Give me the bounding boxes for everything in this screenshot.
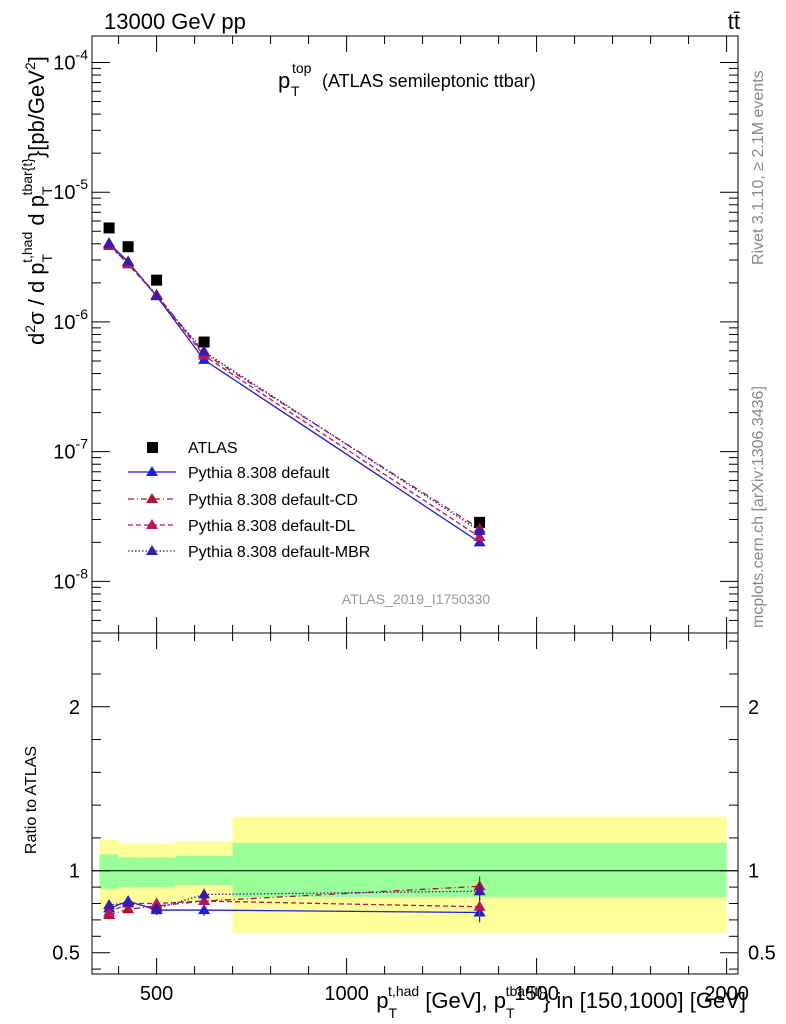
- legend-entry-atlas: ATLAS: [147, 440, 238, 457]
- main-plot-ticks: [92, 36, 738, 634]
- legend-entry-default: Pythia 8.308 default: [128, 465, 330, 482]
- svg-text:pTt,had [GeV], pTtbar{t}} in [: pTt,had [GeV], pTtbar{t}} in [150,1000] …: [376, 983, 746, 1021]
- y-tick-label: 10-7: [53, 436, 88, 464]
- svg-text:d2σ / d pTt,had d pTtbar{t}}: d2σ / d pTt,had d pTtbar{t}}[pb/GeV2]: [19, 56, 55, 345]
- energy-label: 13000 GeV pp: [104, 9, 246, 34]
- ratio-ytick-label: 0.5: [52, 943, 80, 965]
- ratio-ylabel: Ratio to ATLAS: [23, 746, 40, 854]
- main-plot-panel: 10-8 10-7 10-6 10-5 10-4 p T top (ATLAS semi…: [19, 35, 739, 634]
- plot-title: (ATLAS semileptonic ttbar): [322, 71, 536, 91]
- main-plot-series: [103, 222, 486, 547]
- ratio-data-point: [122, 896, 135, 907]
- ratio-data-point: [473, 900, 486, 911]
- data-point-mc: [473, 536, 486, 547]
- rivet-version-label: Rivet 3.1.10, ≥ 2.1M events: [750, 70, 767, 265]
- ratio-data-point: [103, 906, 116, 917]
- ratio-series: [103, 876, 486, 923]
- series-line: [108, 245, 480, 530]
- legend-marker-triangle: [146, 493, 158, 503]
- x-tick-label: 2000: [704, 983, 749, 1005]
- legend-marker-triangle: [146, 519, 158, 529]
- x-tick-labels: 500 1000 1500 2000: [140, 983, 749, 1005]
- ratio-ytick-label: 1: [69, 861, 80, 883]
- ratio-data-point: [198, 888, 211, 899]
- data-point-mc: [103, 237, 116, 248]
- plot-title-sup: top: [292, 60, 312, 76]
- y-tick-label: 10-8: [53, 565, 88, 593]
- y-tick-label: 10-5: [53, 176, 88, 204]
- mcplots-label: mcplots.cern.ch [arXiv:1306.3436]: [750, 386, 767, 628]
- plot-title-sub: T: [291, 83, 300, 99]
- uncertainty-band-green: [99, 854, 119, 889]
- data-point-atlas: [151, 274, 163, 286]
- ratio-data-point: [103, 899, 116, 910]
- uncertainty-band-green: [118, 857, 138, 888]
- ratio-plot-frame: [91, 632, 739, 975]
- series-line: [108, 244, 480, 538]
- main-plot-ylabel: d2σ / d pTt,had d pTtbar{t}}[pb/GeV2]: [19, 56, 55, 345]
- analysis-watermark: ATLAS_2019_I1750330: [342, 591, 491, 607]
- main-plot-ytick-labels: 10-8 10-7 10-6 10-5 10-4: [53, 46, 88, 593]
- data-point-mc: [122, 255, 135, 266]
- ratio-plot-ytick-labels: 0.5 0.5 1 1 2 2: [52, 697, 776, 965]
- legend: ATLAS Pythia 8.308 default Pythia 8.308 …: [128, 440, 370, 561]
- ratio-data-point: [150, 902, 163, 913]
- legend-label-atlas: ATLAS: [188, 440, 238, 457]
- ratio-plot-ticks: [92, 633, 738, 974]
- legend-entry-cd: Pythia 8.308 default-CD: [128, 492, 358, 509]
- legend-label-dl: Pythia 8.308 default-DL: [188, 518, 355, 535]
- y-tick-label: 10-6: [53, 306, 88, 334]
- ratio-plot-panel: 0.5 0.5 1 1 2 2 500 1000 1500 2000 Ratio to ATLA…: [23, 632, 776, 1021]
- data-point-atlas: [103, 222, 115, 234]
- legend-entry-mbr: Pythia 8.308 default-MBR: [128, 544, 370, 561]
- x-tick-label: 1000: [324, 983, 369, 1005]
- ratio-data-point: [473, 885, 486, 896]
- legend-entry-dl: Pythia 8.308 default-DL: [128, 518, 355, 535]
- x-axis-label: pTt,had [GeV], pTtbar{t}} in [150,1000] …: [376, 983, 746, 1021]
- data-point-mc: [473, 530, 486, 541]
- process-label: tt̄: [728, 9, 740, 34]
- ratio-ytick-label: 2: [69, 697, 80, 719]
- legend-marker-triangle: [146, 545, 158, 555]
- ratio-uncertainty-bands: [92, 816, 738, 934]
- ratio-series-line: [109, 890, 480, 910]
- ratio-data-point: [198, 904, 211, 915]
- data-point-mc: [150, 290, 163, 301]
- y-tick-label: 10-4: [53, 46, 88, 74]
- legend-label-mbr: Pythia 8.308 default-MBR: [188, 544, 370, 561]
- x-tick-label: 500: [140, 983, 173, 1005]
- ratio-ytick-label-right: 1: [748, 861, 759, 883]
- data-point-mc: [473, 524, 486, 535]
- legend-label-default: Pythia 8.308 default: [188, 465, 330, 482]
- data-point-atlas: [122, 241, 134, 253]
- ratio-data-point: [122, 903, 135, 914]
- x-tick-label: 1500: [514, 983, 559, 1005]
- data-point-atlas: [474, 516, 486, 528]
- plot-title-symbol: p: [278, 68, 290, 93]
- ratio-ytick-label-right: 0.5: [748, 943, 776, 965]
- series-line: [108, 243, 480, 532]
- data-point-mc: [198, 345, 211, 356]
- uncertainty-band-green: [137, 857, 176, 888]
- legend-label-cd: Pythia 8.308 default-CD: [188, 492, 358, 509]
- ratio-ytick-label-right: 2: [748, 697, 759, 719]
- data-point-atlas: [198, 336, 210, 348]
- legend-marker-square: [147, 442, 158, 453]
- legend-marker-triangle: [146, 466, 158, 476]
